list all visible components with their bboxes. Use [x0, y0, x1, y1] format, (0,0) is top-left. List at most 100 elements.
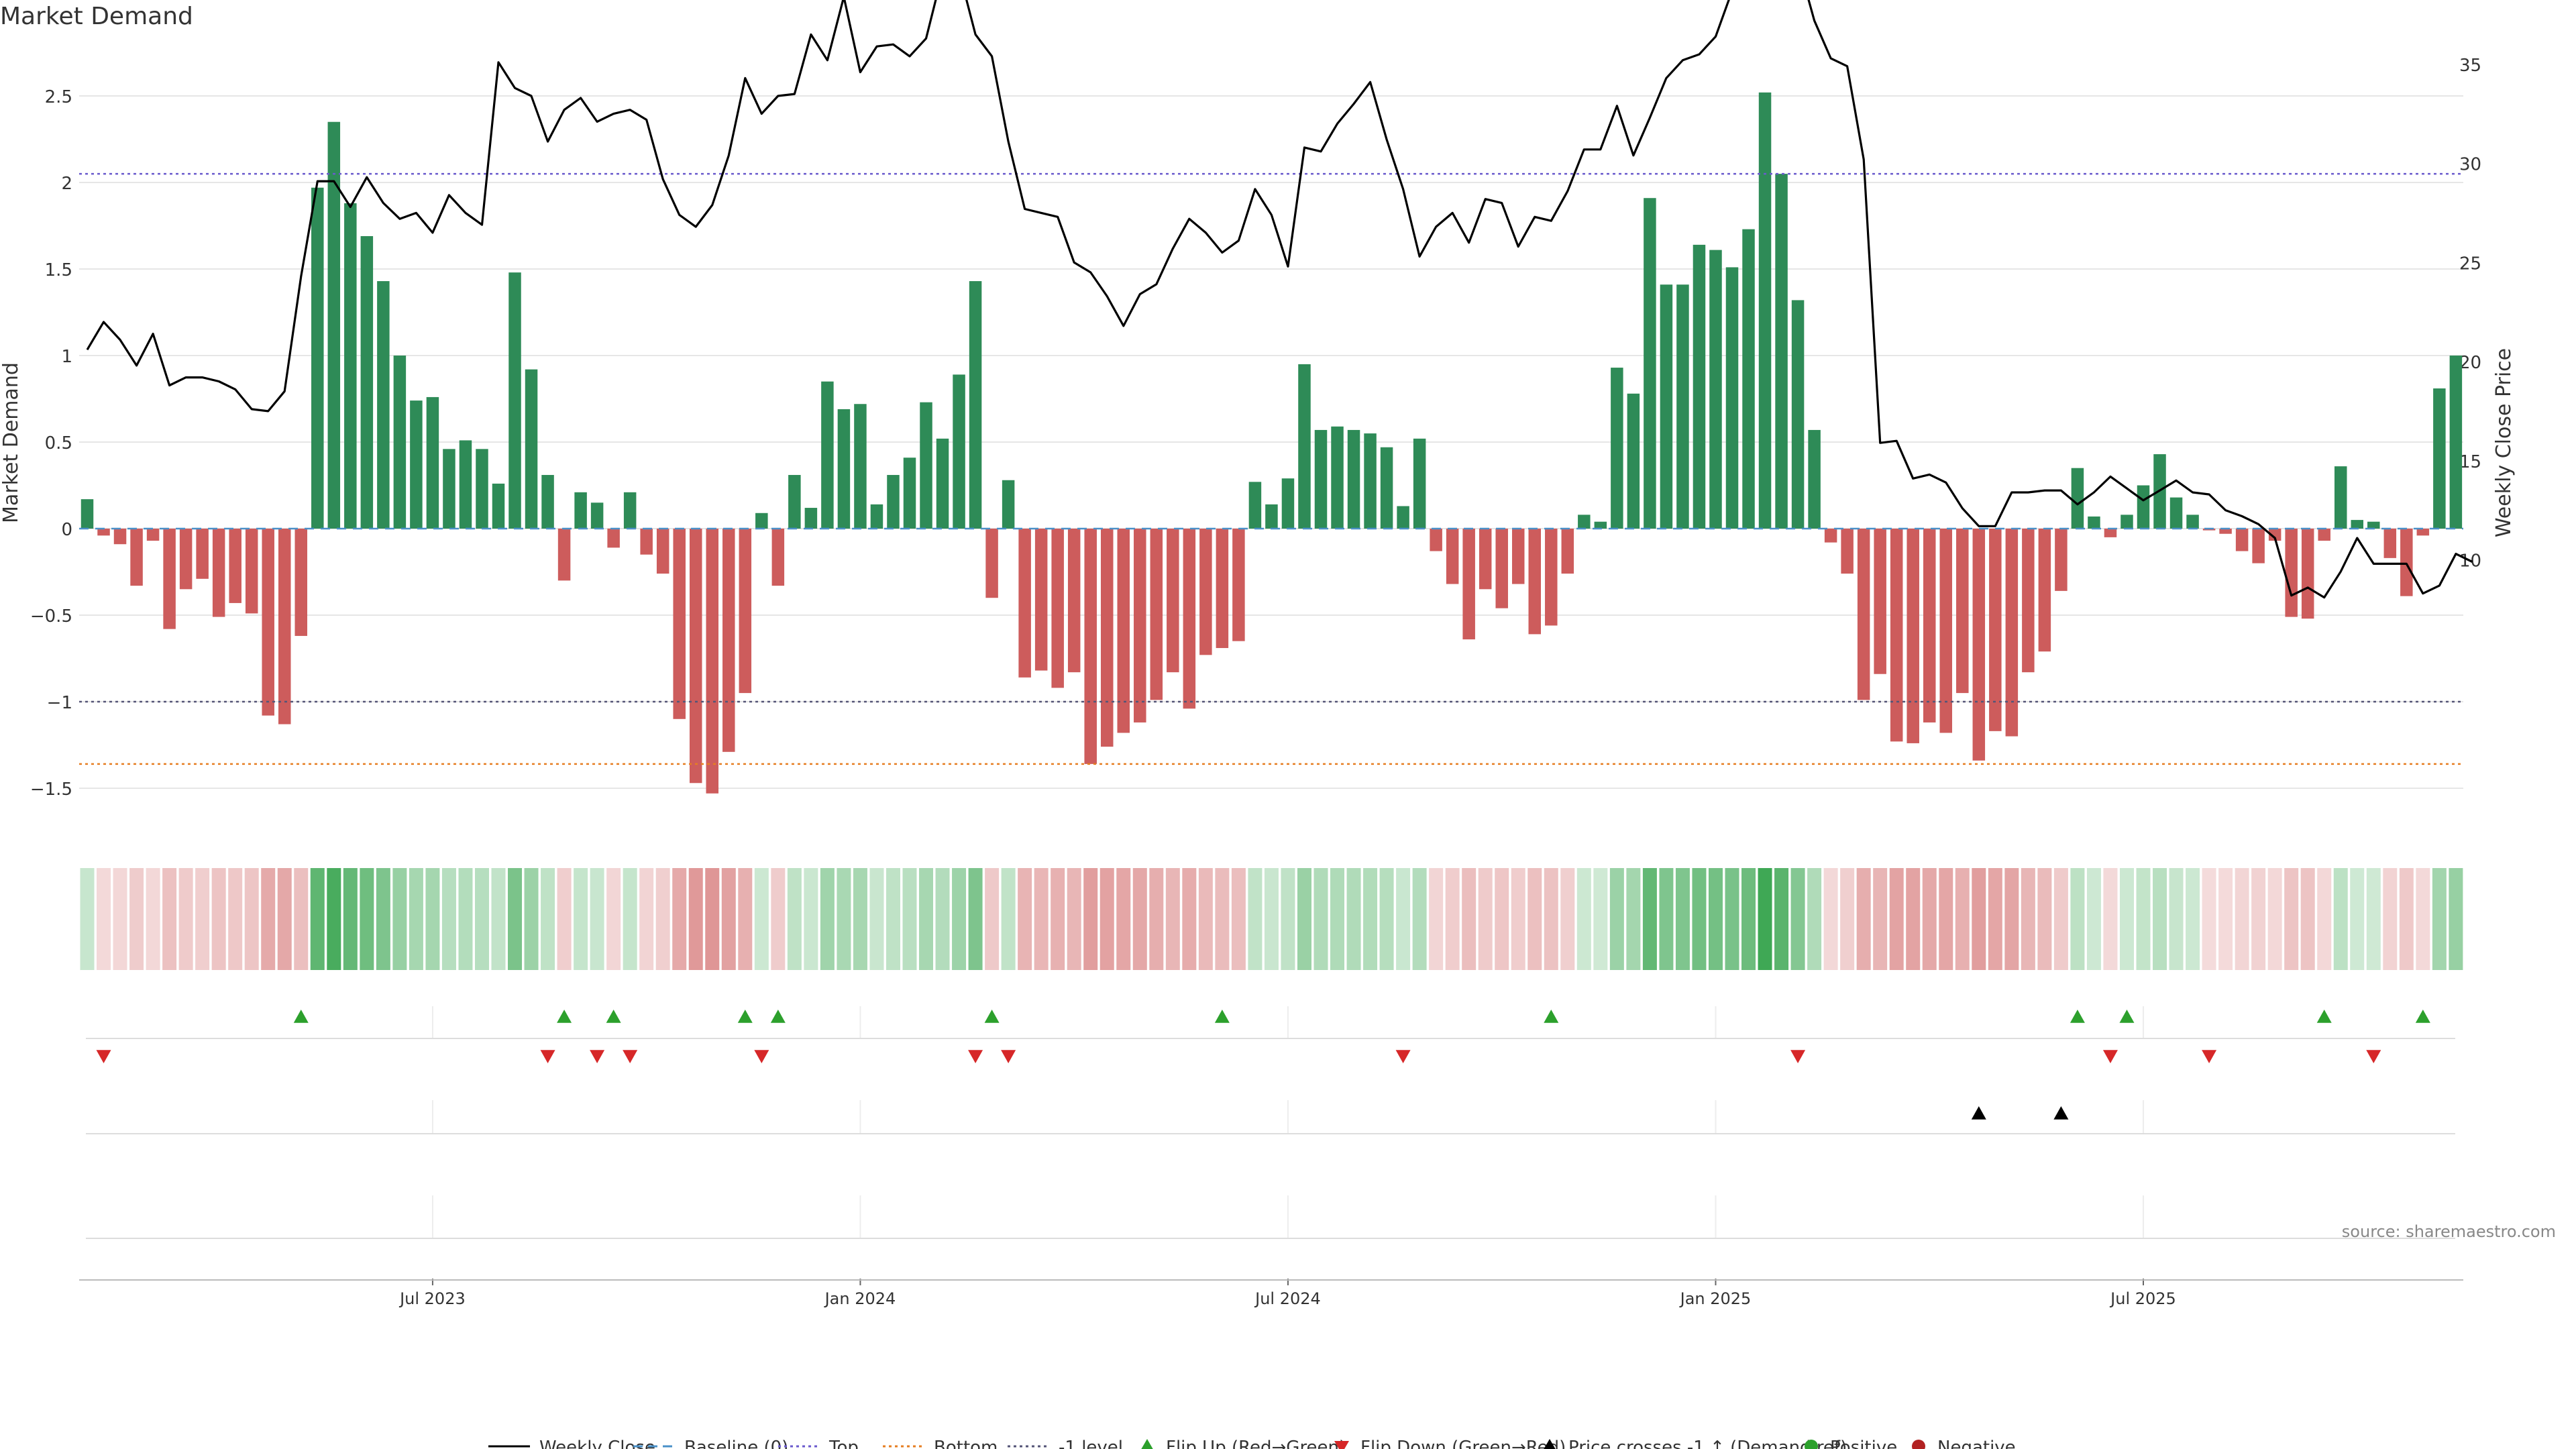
demand-bar [557, 529, 571, 581]
demand-bar [1693, 244, 1706, 529]
demand-bar [623, 492, 637, 529]
legend-entry: Positive [1805, 1438, 1897, 1449]
y-tick-label-left: −0.5 [30, 606, 72, 627]
demand-bar [804, 508, 818, 529]
demand-bar [2088, 516, 2100, 529]
heat-strip-cell [425, 868, 440, 970]
heat-strip-cell [2300, 868, 2315, 970]
legend-label: Weekly Close [539, 1438, 655, 1449]
demand-bar [1907, 529, 1919, 743]
heat-strip-cell [2186, 868, 2200, 970]
heat-strip-cell [1445, 868, 1460, 970]
heat-strip-cell [2218, 868, 2233, 970]
demand-bar [1511, 529, 1525, 584]
demand-bar [1100, 529, 1114, 747]
demand-bar [1067, 529, 1081, 673]
demand-bar [1841, 529, 1854, 574]
demand-bar [788, 475, 801, 529]
heat-strip-cell [1906, 868, 1921, 970]
demand-bar [146, 529, 160, 541]
legend-entry: Price crosses -1 ↑ (Demand ref) [1544, 1438, 1847, 1449]
demand-bar [1018, 529, 1031, 678]
demand-bar [1495, 529, 1508, 608]
demand-bar [1051, 529, 1064, 688]
heat-strip-cell [1182, 868, 1197, 970]
heat-strip-cell [606, 868, 621, 970]
heat-strip-cell [2366, 868, 2381, 970]
legend-circle-swatch [1912, 1440, 1925, 1449]
demand-bar [2400, 529, 2413, 596]
demand-bar [2383, 529, 2397, 558]
heat-strip-cell [1018, 868, 1032, 970]
flip-down-marker [590, 1050, 605, 1063]
heat-strip-cell [541, 868, 555, 970]
flip-down-marker [96, 1050, 111, 1063]
heat-strip-cell [1758, 868, 1772, 970]
legend-triangle-down-swatch [1334, 1441, 1349, 1449]
demand-bar [2449, 356, 2463, 529]
heat-strip-cell [97, 868, 111, 970]
heat-strip-cell [1001, 868, 1016, 970]
flip-up-marker [1544, 1010, 1559, 1023]
demand-bar [771, 529, 785, 586]
demand-bar [985, 529, 998, 598]
heat-strip-cell [1149, 868, 1164, 970]
heat-strip-cell [1609, 868, 1624, 970]
heat-strip-cell [146, 868, 160, 970]
heat-strip-cell [392, 868, 407, 970]
demand-bar [360, 235, 374, 529]
heat-strip-cell [1889, 868, 1904, 970]
y-tick-label-left: 0 [61, 520, 72, 540]
heat-strip-cell [1429, 868, 1444, 970]
heat-strip-cell [2235, 868, 2249, 970]
flip-up-marker [606, 1010, 621, 1023]
demand-bar [130, 529, 143, 586]
y-tick-label-left: 2.5 [45, 87, 72, 107]
demand-bar [1775, 174, 1788, 529]
heat-strip-cell [277, 868, 292, 970]
y-tick-label-right: 25 [2459, 254, 2481, 274]
demand-bar [1528, 529, 1542, 635]
heat-strip-cell [985, 868, 1000, 970]
heat-strip-cell [2153, 868, 2167, 970]
demand-bar [1298, 364, 1311, 529]
heat-strip-cell [2202, 868, 2216, 970]
demand-bar [80, 499, 94, 529]
demand-bar [854, 404, 867, 529]
heat-strip-cell [508, 868, 523, 970]
demand-bar [1380, 447, 1393, 529]
heat-strip-cell [343, 868, 358, 970]
heat-strip-cell [1379, 868, 1394, 970]
heat-strip-cell [1495, 868, 1509, 970]
heat-strip-cell [1511, 868, 1525, 970]
demand-bar [1758, 92, 1772, 529]
demand-bar [212, 529, 225, 617]
demand-bar [377, 281, 390, 529]
demand-bar [1972, 529, 1986, 761]
flip-down-marker [968, 1050, 983, 1063]
flip-up-marker [2119, 1010, 2135, 1023]
heat-strip-cell [557, 868, 572, 970]
demand-bar [1462, 529, 1475, 640]
chart-title: Market Demand [0, 3, 193, 30]
heat-strip-cell [1132, 868, 1147, 970]
legend-entry: Baseline (0) [633, 1438, 788, 1449]
demand-bar [229, 529, 241, 603]
demand-bar [1824, 529, 1837, 543]
heat-strip-cell [327, 868, 341, 970]
source-credit: source: sharemaestro.com [2341, 1222, 2556, 1241]
demand-bar [1248, 482, 1262, 529]
legend-label: Flip Up (Red→Green) [1166, 1438, 1346, 1449]
demand-bar [1808, 429, 1821, 529]
demand-bar [2367, 521, 2380, 529]
demand-bar [525, 369, 538, 529]
legend-label: Price crosses -1 ↑ (Demand ref) [1568, 1438, 1847, 1449]
demand-bar [196, 529, 209, 579]
heat-strip-cell [1642, 868, 1657, 970]
heat-strip-cell [968, 868, 983, 970]
demand-bar [1742, 229, 1755, 529]
demand-bar [1874, 529, 1886, 674]
flip-up-marker [2316, 1010, 2332, 1023]
demand-bar [2022, 529, 2035, 673]
legend-label: -1 level [1059, 1438, 1123, 1449]
